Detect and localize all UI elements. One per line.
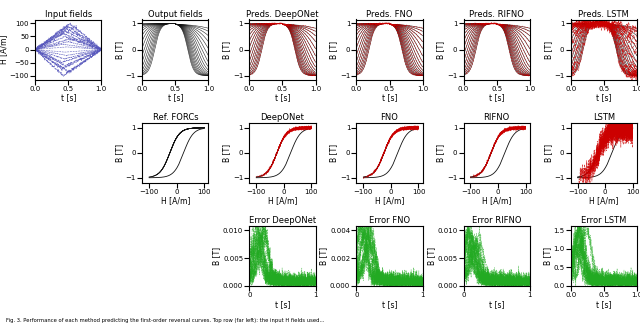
Y-axis label: B [T]: B [T] [330, 144, 339, 162]
X-axis label: H [A/m]: H [A/m] [161, 196, 190, 205]
Title: Error FNO: Error FNO [369, 216, 410, 225]
Title: Ref. FORCs: Ref. FORCs [152, 113, 198, 122]
Title: LSTM: LSTM [593, 113, 615, 122]
Title: DeepONet: DeepONet [260, 113, 305, 122]
Y-axis label: B [T]: B [T] [212, 247, 221, 265]
X-axis label: t [s]: t [s] [382, 300, 397, 309]
Title: Preds. LSTM: Preds. LSTM [579, 10, 629, 19]
Y-axis label: B [T]: B [T] [436, 144, 445, 162]
X-axis label: t [s]: t [s] [596, 300, 611, 309]
Title: RIFNO: RIFNO [484, 113, 510, 122]
Y-axis label: B [T]: B [T] [543, 247, 552, 265]
Y-axis label: B [T]: B [T] [115, 40, 124, 58]
Title: Input fields: Input fields [45, 10, 92, 19]
Title: Preds. RIFNO: Preds. RIFNO [469, 10, 524, 19]
X-axis label: t [s]: t [s] [489, 93, 504, 102]
Title: Preds. FNO: Preds. FNO [366, 10, 413, 19]
Title: Error DeepONet: Error DeepONet [249, 216, 316, 225]
Y-axis label: B [T]: B [T] [222, 40, 232, 58]
Text: Fig. 3. Performance of each method predicting the first-order reversal curves. T: Fig. 3. Performance of each method predi… [6, 318, 324, 323]
Y-axis label: H [A/m]: H [A/m] [0, 35, 8, 64]
Y-axis label: B [T]: B [T] [115, 144, 124, 162]
Y-axis label: B [T]: B [T] [543, 144, 553, 162]
Y-axis label: B [T]: B [T] [330, 40, 339, 58]
Y-axis label: B [T]: B [T] [543, 40, 553, 58]
X-axis label: t [s]: t [s] [168, 93, 183, 102]
X-axis label: t [s]: t [s] [61, 93, 76, 102]
Y-axis label: B [T]: B [T] [319, 247, 328, 265]
X-axis label: t [s]: t [s] [596, 93, 611, 102]
X-axis label: t [s]: t [s] [489, 300, 504, 309]
Title: FNO: FNO [381, 113, 399, 122]
Title: Output fields: Output fields [148, 10, 203, 19]
X-axis label: H [A/m]: H [A/m] [375, 196, 404, 205]
X-axis label: t [s]: t [s] [275, 93, 290, 102]
X-axis label: H [A/m]: H [A/m] [589, 196, 618, 205]
X-axis label: t [s]: t [s] [275, 300, 290, 309]
X-axis label: H [A/m]: H [A/m] [482, 196, 511, 205]
Y-axis label: B [T]: B [T] [436, 40, 445, 58]
Title: Preds. DeepONet: Preds. DeepONet [246, 10, 319, 19]
Title: Error LSTM: Error LSTM [581, 216, 627, 225]
X-axis label: H [A/m]: H [A/m] [268, 196, 297, 205]
Title: Error RIFNO: Error RIFNO [472, 216, 522, 225]
Y-axis label: B [T]: B [T] [427, 247, 436, 265]
Y-axis label: B [T]: B [T] [222, 144, 232, 162]
X-axis label: t [s]: t [s] [382, 93, 397, 102]
